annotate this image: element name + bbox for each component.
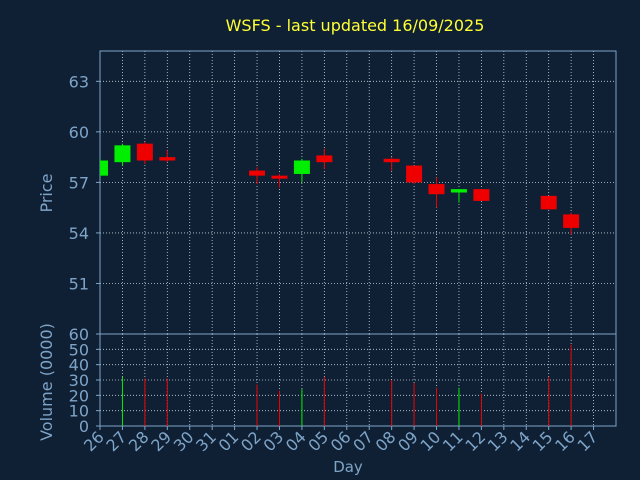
candle-body xyxy=(473,189,490,201)
candle-body xyxy=(136,143,153,161)
volume-panel-border xyxy=(99,333,617,427)
x-axis-label: Day xyxy=(333,458,363,476)
volume-ytick-label: 60 xyxy=(69,325,89,344)
x-tick-label: 17 xyxy=(574,427,602,455)
volume-ytick-label: 20 xyxy=(69,386,89,405)
candle-body xyxy=(293,160,310,174)
volume-ytick-label: 40 xyxy=(69,356,89,375)
candle-body xyxy=(563,214,580,228)
plot-layer: 5154576063010203040506026272829303101020… xyxy=(69,50,617,455)
candle-body xyxy=(114,145,131,163)
candle-body xyxy=(271,175,288,179)
volume-ytick-label: 0 xyxy=(79,417,89,436)
price-ytick-label: 51 xyxy=(69,274,89,293)
volume-axis-label: Volume (0000) xyxy=(37,323,56,441)
price-ytick-label: 63 xyxy=(69,72,89,91)
candle-body xyxy=(540,195,557,210)
candle-body xyxy=(249,170,266,176)
candle-body xyxy=(406,165,423,183)
volume-ytick-label: 10 xyxy=(69,402,89,421)
candle-body xyxy=(100,160,108,176)
price-axis-label: Price xyxy=(37,173,56,212)
volume-ytick-label: 50 xyxy=(69,340,89,359)
price-ytick-label: 60 xyxy=(69,123,89,142)
candle-body xyxy=(450,189,467,193)
price-ytick-label: 54 xyxy=(69,224,89,243)
volume-ytick-label: 30 xyxy=(69,371,89,390)
candle-body xyxy=(428,184,445,195)
chart-title: WSFS - last updated 16/09/2025 xyxy=(226,16,485,35)
price-panel-border xyxy=(99,50,617,335)
candle-body xyxy=(316,155,333,163)
price-ytick-label: 57 xyxy=(69,173,89,192)
candle-body xyxy=(159,157,176,161)
candle-body xyxy=(383,158,400,163)
